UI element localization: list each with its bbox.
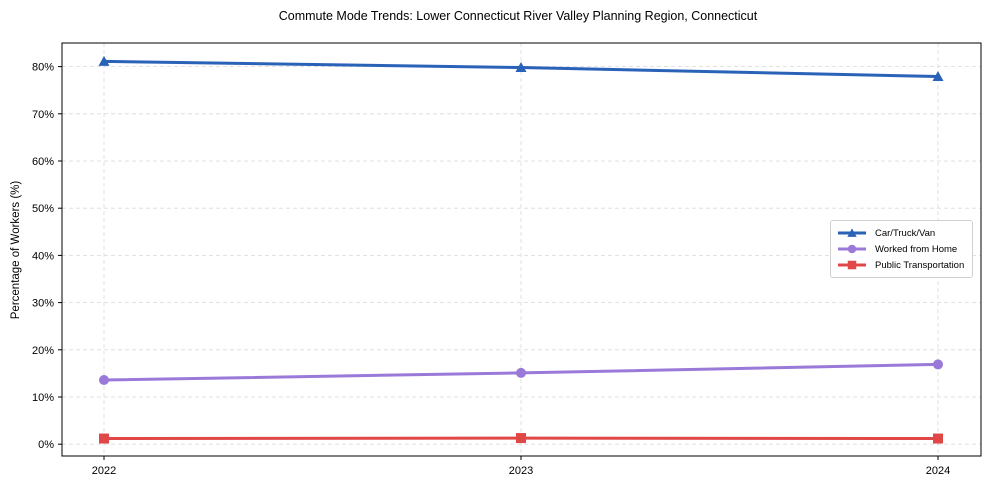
y-tick-label: 20%: [32, 345, 54, 357]
circle-marker: [847, 244, 857, 254]
x-tick-label: 2023: [509, 465, 533, 477]
y-tick-label: 60%: [32, 156, 54, 168]
triangle-marker: [847, 228, 857, 237]
legend-label: Car/Truck/Van: [875, 227, 936, 239]
legend-item: Worked from Home: [837, 241, 966, 257]
square-marker: [516, 433, 526, 444]
circle-marker: [516, 367, 526, 378]
legend: Car/Truck/Van Worked from Home Public Tran…: [830, 220, 973, 278]
series-car-truck-van: [98, 55, 944, 82]
legend-label: Worked from Home: [875, 243, 958, 255]
y-tick-label: 70%: [32, 109, 54, 121]
circle-legend-icon: [838, 244, 866, 254]
circle-marker: [933, 359, 943, 370]
triangle-marker: [932, 71, 944, 82]
square-marker: [847, 260, 857, 270]
y-tick-label: 50%: [32, 203, 54, 215]
x-tick-label: 2022: [92, 465, 116, 477]
triangle-marker: [515, 62, 527, 73]
legend-item: Public Transportation: [837, 257, 966, 273]
triangle-marker: [98, 55, 110, 66]
x-tick-label: 2024: [926, 465, 950, 477]
plot-frame: [61, 42, 982, 457]
y-tick-label: 30%: [32, 298, 54, 310]
legend-label: Public Transportation: [875, 259, 965, 271]
y-tick-label: 0%: [38, 439, 54, 451]
triangle-legend-icon: [838, 228, 866, 237]
series-public-transportation: [99, 433, 943, 444]
y-tick-label: 40%: [32, 250, 54, 262]
square-marker: [99, 433, 109, 444]
circle-marker: [99, 375, 109, 386]
y-tick-label: 10%: [32, 392, 54, 404]
legend-item: Car/Truck/Van: [837, 225, 966, 241]
square-marker: [933, 433, 943, 444]
y-tick-label: 80%: [32, 62, 54, 74]
series-worked-from-home: [99, 359, 943, 386]
chart-title: Commute Mode Trends: Lower Connecticut R…: [278, 9, 758, 23]
square-legend-icon: [838, 260, 866, 270]
